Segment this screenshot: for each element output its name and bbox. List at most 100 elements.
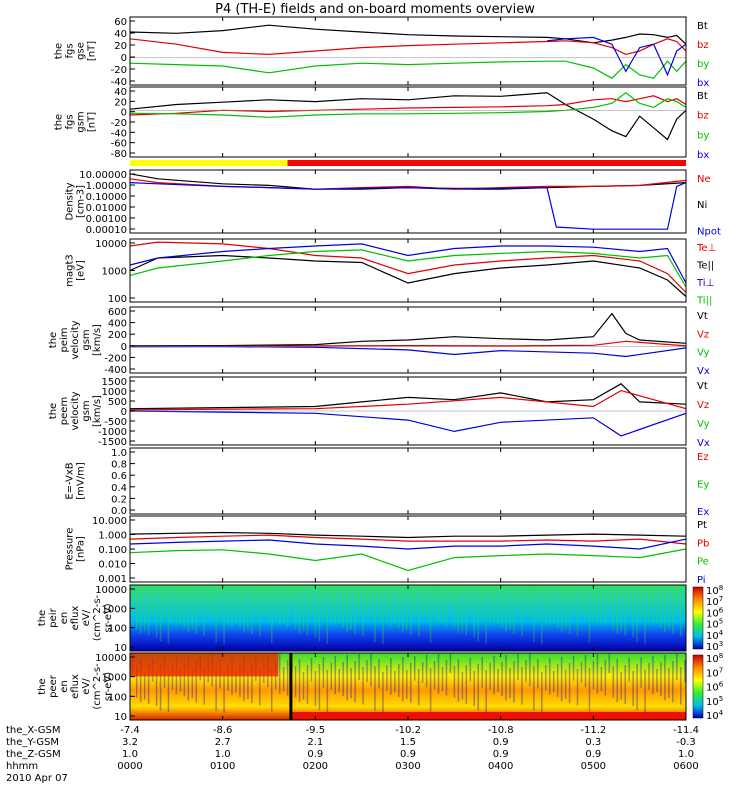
mode-bar-segment-1 — [287, 160, 686, 166]
spectrogram-column — [560, 657, 563, 702]
spectrogram-column — [497, 669, 499, 692]
spectrogram-column — [596, 586, 599, 625]
legend-label: bx — [697, 78, 709, 89]
spectrogram-column — [398, 596, 400, 629]
spectrogram-column — [608, 585, 611, 605]
y-tick-label: 0.01000 — [86, 203, 127, 214]
spectrogram-column — [306, 597, 309, 636]
spectrogram-column — [461, 672, 464, 700]
spectrogram-column — [239, 664, 241, 697]
spectrogram-column — [533, 666, 535, 711]
spectrogram-column — [282, 599, 285, 623]
y-tick-label: -20 — [111, 118, 127, 129]
spectrogram-column — [135, 666, 138, 698]
y-axis-label: [nT] — [87, 112, 98, 132]
legend-label: Pe — [697, 557, 709, 568]
x-axis-value: 2.7 — [215, 737, 231, 748]
spectrogram-column — [267, 587, 269, 619]
spectrogram-column — [402, 657, 404, 702]
spectrogram-column — [501, 662, 503, 697]
spectrogram-column — [636, 664, 638, 711]
spectrogram-column — [652, 588, 654, 626]
spectrogram-column — [370, 653, 372, 687]
spectrogram-column — [620, 672, 622, 700]
spectrogram-column — [552, 671, 555, 693]
legend-label: Vt — [697, 381, 708, 392]
series-line-pt — [129, 531, 687, 539]
spectrogram-column — [556, 596, 559, 629]
spectrogram-column — [521, 667, 523, 705]
spectrogram-column — [592, 661, 595, 690]
y-tick-label: 0 — [121, 108, 127, 119]
spectrogram-column — [318, 596, 321, 642]
spectrogram-column — [171, 595, 174, 622]
spectrogram-column — [187, 587, 190, 632]
spectrogram-column — [298, 659, 301, 702]
y-tick-label: 0 — [121, 53, 127, 64]
series-line-vz — [129, 340, 687, 348]
legend-label: Pt — [697, 520, 707, 531]
spectrogram-column — [294, 666, 297, 698]
y-axis-label: velocity — [70, 391, 81, 430]
x-axis-row-label: the_Z-GSM — [6, 749, 61, 760]
x-axis-row-label: the_X-GSM — [6, 725, 60, 736]
colorbar-tick-label: 106 — [706, 681, 724, 694]
spectrogram-column — [358, 654, 360, 681]
spectrogram-column — [413, 656, 416, 681]
y-axis-label: sr-eV) — [103, 603, 114, 632]
y-tick-label: 10 — [114, 712, 127, 723]
spectrogram-column — [135, 598, 138, 630]
spectrogram-column — [398, 664, 400, 697]
spectrogram-column — [469, 658, 472, 682]
y-axis-label: the — [37, 678, 48, 694]
spectrogram-column — [564, 670, 567, 699]
spectrogram-column — [374, 666, 376, 711]
spectrogram-column — [167, 602, 170, 644]
series-line-vt — [129, 383, 687, 410]
y-tick-label: 0 — [121, 407, 127, 418]
series-line-pb — [129, 534, 687, 545]
series-line-pe — [129, 548, 687, 572]
spectrogram-column — [386, 597, 388, 623]
y-tick-label: 0.2 — [111, 494, 127, 505]
spectrogram-column — [485, 670, 487, 713]
spectrogram-column — [604, 660, 607, 696]
spectrogram-column — [612, 598, 615, 630]
x-axis-value: 0.9 — [493, 737, 509, 748]
y-axis-label: eflux — [70, 606, 81, 631]
spectrogram-column — [354, 661, 356, 703]
spectrogram-column — [203, 667, 205, 705]
x-axis-value: 2.1 — [307, 737, 323, 748]
spectrogram-column — [529, 585, 531, 618]
spectrogram-column — [183, 662, 186, 697]
spectrogram-column — [370, 585, 372, 618]
x-axis-value: 0100 — [210, 761, 235, 772]
y-tick-label: 0.010 — [98, 560, 127, 571]
spectrogram-column — [167, 670, 170, 713]
spectrogram-column — [628, 590, 630, 614]
spectrogram-column — [465, 597, 468, 636]
spectrogram-column — [445, 660, 448, 696]
legend-label: Ti|| — [696, 295, 712, 306]
spectrogram-column — [556, 664, 559, 697]
y-axis-label: [mV/m] — [76, 462, 87, 500]
y-axis-label: (cm^2-s- — [92, 594, 103, 641]
legend-label: Pi — [697, 575, 706, 586]
spectrogram-column — [548, 590, 551, 627]
spectrogram-column — [247, 602, 249, 631]
y-tick-label: 0 — [121, 342, 127, 353]
spectrogram-low-band — [292, 712, 686, 720]
spectrogram-column — [592, 593, 595, 621]
series-line-te|| — [129, 254, 687, 297]
y-axis-label: [km/s] — [92, 395, 103, 427]
spectrogram-column — [680, 667, 682, 705]
y-axis-label: eV/ — [81, 609, 92, 626]
spectrogram-column — [147, 665, 150, 704]
panel-frame — [129, 86, 687, 158]
spectrogram-column — [195, 593, 198, 634]
legend-label: Te|| — [696, 260, 714, 271]
spectrogram-column — [505, 655, 507, 701]
legend-label: Ne — [697, 174, 711, 185]
spectrogram-column — [624, 597, 626, 636]
spectrogram-column — [366, 660, 368, 683]
